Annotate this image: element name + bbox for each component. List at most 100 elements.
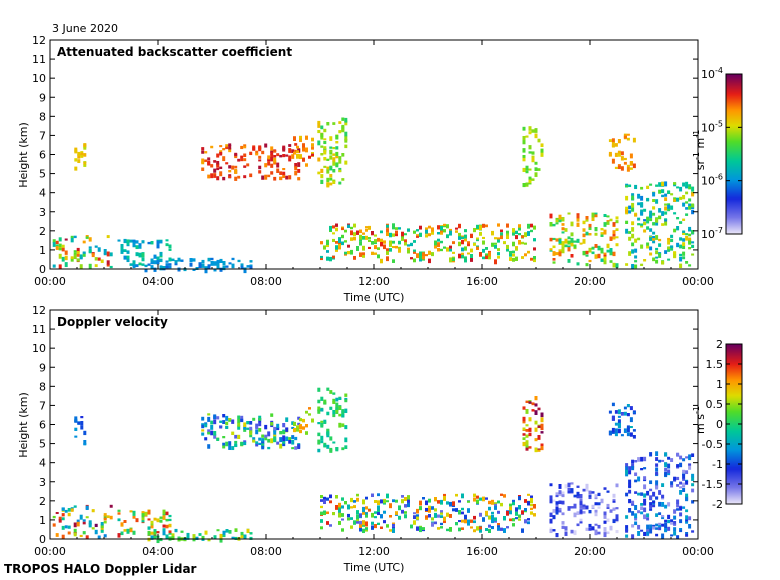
echo-cell	[320, 499, 323, 502]
echo-cell	[631, 207, 635, 212]
echo-cell	[138, 243, 142, 248]
echo-cell	[228, 441, 232, 446]
echo-cell	[335, 505, 338, 510]
echo-cell	[522, 155, 526, 158]
echo-cell	[240, 158, 244, 162]
echo-cell	[440, 522, 443, 526]
echo-cell	[73, 505, 77, 508]
echo-cell	[661, 261, 665, 265]
echo-cell	[213, 261, 217, 266]
echo-cell	[132, 530, 136, 535]
echo-cell	[276, 168, 280, 173]
echo-cell	[525, 445, 529, 449]
echo-cell	[76, 521, 80, 527]
echo-cell	[588, 527, 592, 531]
echo-cell	[667, 239, 671, 245]
echo-cell	[479, 231, 482, 236]
echo-cell	[570, 254, 574, 258]
echo-cell	[533, 225, 536, 230]
echo-cell	[609, 525, 613, 531]
echo-cell	[204, 423, 208, 428]
echo-cell	[335, 447, 339, 452]
echo-cell	[377, 493, 380, 497]
echo-cell	[392, 529, 395, 533]
echo-cell	[461, 236, 464, 239]
echo-cell	[606, 490, 610, 493]
echo-cell	[308, 407, 311, 410]
colorbar-segment	[726, 350, 742, 353]
echo-cell	[335, 409, 339, 413]
colorbar-segment	[726, 442, 742, 445]
echo-cell	[640, 263, 644, 266]
echo-cell	[585, 218, 589, 222]
echo-cell	[625, 492, 629, 497]
echo-cell	[488, 251, 491, 255]
echo-cell	[377, 237, 380, 242]
echo-cell	[591, 212, 595, 218]
echo-cell	[326, 511, 329, 515]
colorbar-segment	[726, 150, 742, 153]
echo-cell	[530, 500, 533, 504]
echo-cell	[634, 472, 638, 477]
echo-cell	[335, 223, 338, 227]
echo-cell	[222, 445, 226, 449]
echo-cell	[522, 148, 526, 153]
echo-cell	[267, 438, 271, 443]
echo-cell	[522, 437, 526, 441]
colorbar-segment	[726, 500, 742, 503]
echo-cell	[525, 440, 529, 446]
echo-cell	[407, 498, 410, 504]
echo-cell	[615, 243, 619, 247]
echo-cell	[629, 417, 633, 423]
echo-cell	[58, 264, 62, 269]
colorbar-segment	[726, 388, 742, 391]
echo-cell	[494, 503, 497, 508]
echo-cell	[464, 229, 467, 233]
echo-cell	[552, 499, 556, 502]
echo-cell	[117, 512, 121, 515]
echo-cell	[100, 259, 104, 263]
echo-cell	[61, 517, 65, 521]
echo-cell	[67, 525, 71, 529]
echo-cell	[320, 136, 324, 140]
echo-cell	[83, 440, 87, 445]
echo-cell	[204, 530, 208, 535]
colorbar-segment	[726, 94, 742, 97]
echo-cell	[464, 234, 467, 239]
colorbar-segment	[726, 436, 742, 439]
echo-cell	[682, 474, 686, 479]
echo-cell	[332, 512, 335, 516]
echo-cell	[120, 244, 124, 248]
echo-cell	[413, 520, 416, 525]
echo-cell	[291, 154, 295, 159]
echo-cell	[506, 233, 509, 236]
echo-cell	[291, 426, 295, 429]
echo-cell	[234, 176, 238, 181]
echo-cell	[61, 247, 65, 252]
echo-cell	[320, 519, 323, 523]
echo-cell	[243, 146, 247, 149]
echo-cell	[198, 533, 202, 536]
x-tick-label: 20:00	[574, 545, 606, 558]
echo-cell	[359, 234, 362, 240]
echo-cell	[240, 534, 244, 539]
echo-cell	[643, 259, 647, 262]
echo-cell	[416, 508, 419, 514]
echo-cell	[341, 234, 344, 239]
echo-cell	[623, 135, 627, 139]
instrument-footer: TROPOS HALO Doppler Lidar	[4, 562, 197, 576]
echo-cell	[132, 512, 136, 516]
colorbar-segment	[726, 348, 742, 351]
echo-cell	[552, 261, 556, 264]
echo-cell	[540, 417, 544, 423]
echo-cell	[637, 476, 641, 482]
echo-cell	[150, 261, 154, 265]
echo-cell	[579, 521, 583, 524]
colorbar-segment	[726, 118, 742, 121]
colorbar-segment	[726, 192, 742, 195]
echo-cell	[479, 225, 482, 231]
echo-cell	[528, 145, 532, 150]
echo-cell	[323, 128, 327, 133]
echo-cell	[567, 247, 571, 252]
echo-cell	[338, 502, 341, 508]
